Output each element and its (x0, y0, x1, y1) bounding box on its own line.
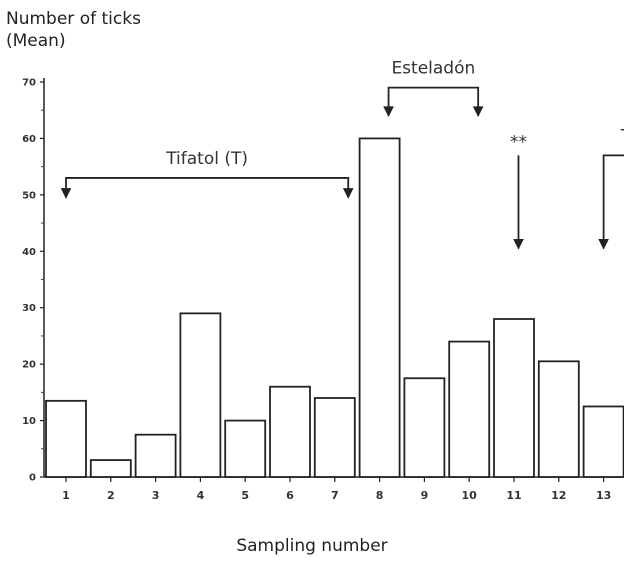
bar (448, 340, 491, 478)
annotation-label: Tifatol (T) (165, 149, 248, 169)
bar (537, 360, 580, 478)
annotation-label: ** (510, 132, 527, 152)
bars (45, 137, 624, 478)
bar (313, 397, 356, 478)
bar (582, 405, 624, 478)
x-tick-label: 9 (421, 489, 429, 502)
bar (493, 318, 535, 478)
annotation-label: Esteladón (391, 59, 475, 79)
arrow-head (513, 238, 524, 250)
y-tick-label: 20 (22, 360, 36, 371)
x-tick-label: 10 (462, 489, 478, 502)
x-tick-label: 3 (152, 489, 160, 502)
annotation: ** (510, 132, 527, 250)
x-tick-label: 1 (62, 489, 70, 502)
arrow-head (60, 188, 72, 199)
x-tick-label: 4 (197, 489, 205, 502)
x-tick-label: 5 (241, 489, 249, 502)
arrow-head (598, 238, 609, 250)
annotation: Esteladón (383, 59, 484, 117)
x-tick-label: 7 (331, 489, 339, 502)
x-tick-label: 13 (596, 489, 611, 502)
y-tick-label: 30 (22, 303, 36, 314)
y-axis-label-line1: Number of ticks (6, 9, 141, 29)
y-axis-label-line2: (Mean) (6, 31, 66, 51)
x-tick-label: 11 (506, 489, 521, 502)
annotation: Tifatol (T) (60, 149, 354, 199)
arrow-head (472, 106, 484, 117)
annotation-label: T (620, 126, 624, 146)
bar (224, 419, 267, 478)
bar (358, 137, 401, 478)
y-tick-label: 10 (22, 416, 36, 427)
y-tick-label: 40 (22, 247, 36, 258)
bar (45, 399, 87, 478)
arrow-head (342, 188, 354, 199)
x-tick-label: 2 (107, 489, 115, 502)
x-tick-label: 8 (376, 489, 384, 502)
bar (179, 312, 222, 478)
y-tick-label: 50 (22, 190, 36, 201)
annotation-bracket (387, 86, 480, 116)
y-tick-label: 0 (29, 473, 36, 484)
annotation-bracket (602, 154, 624, 249)
annotations: Tifatol (T) Esteladón ** T (60, 59, 624, 250)
x-tick-label: 6 (286, 489, 294, 502)
bar (269, 385, 311, 478)
annotation: T (598, 126, 624, 250)
bar (89, 459, 132, 478)
annotation-bracket (65, 177, 350, 198)
x-tick-label: 12 (551, 489, 566, 502)
y-axis-label: Number of ticks (Mean) (6, 8, 141, 52)
bar (403, 377, 446, 478)
x-axis-label: Sampling number (236, 536, 388, 556)
y-tick-label: 70 (22, 78, 36, 89)
bar (134, 433, 177, 478)
y-tick-label: 60 (22, 134, 36, 145)
arrow-head (383, 106, 394, 117)
